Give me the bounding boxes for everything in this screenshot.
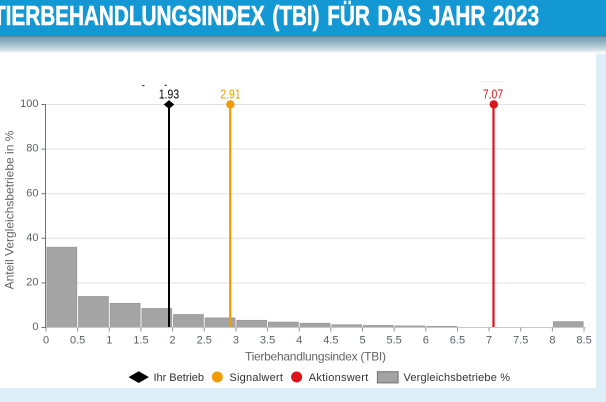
svg-text:0: 0 (32, 321, 38, 333)
svg-text:5: 5 (359, 335, 365, 347)
svg-text:1.93: 1.93 (159, 88, 180, 102)
svg-text:Tierbehandlungsindex (TBI): Tierbehandlungsindex (TBI) (245, 350, 386, 364)
svg-text:0: 0 (43, 335, 49, 347)
svg-text:Anteil Vergleichsbetriebe in %: Anteil Vergleichsbetriebe in % (3, 130, 17, 289)
svg-text:6: 6 (423, 335, 429, 347)
svg-text:8: 8 (549, 335, 555, 347)
svg-text:3.5: 3.5 (260, 335, 275, 347)
svg-text:100: 100 (20, 98, 38, 110)
svg-text:7: 7 (486, 335, 492, 347)
svg-text:1.5: 1.5 (133, 335, 148, 347)
svg-text:2: 2 (170, 335, 176, 347)
svg-text:Signalwert: Signalwert (229, 372, 283, 384)
svg-text:3: 3 (233, 335, 239, 347)
svg-text:5.5: 5.5 (387, 335, 402, 347)
svg-text:Vergleichsbetriebe %: Vergleichsbetriebe % (404, 372, 511, 384)
svg-text:2.91: 2.91 (220, 88, 240, 102)
svg-text:Ihr Betrieb: Ihr Betrieb (154, 372, 205, 384)
svg-text:Aktionswert: Aktionswert (309, 372, 369, 384)
svg-text:60: 60 (26, 187, 38, 199)
svg-text:6.5: 6.5 (450, 335, 465, 347)
svg-text:20: 20 (26, 277, 38, 289)
svg-text:4.5: 4.5 (323, 335, 338, 347)
svg-text:1: 1 (106, 335, 112, 347)
svg-text:4: 4 (296, 335, 302, 347)
svg-text:40: 40 (26, 232, 38, 244)
svg-text:2.5: 2.5 (197, 335, 212, 347)
svg-text:8.5: 8.5 (576, 335, 591, 347)
svg-text:7.07: 7.07 (483, 88, 503, 102)
svg-text:7.5: 7.5 (513, 335, 528, 347)
svg-text:80: 80 (26, 143, 38, 155)
svg-text:0.5: 0.5 (70, 335, 85, 347)
